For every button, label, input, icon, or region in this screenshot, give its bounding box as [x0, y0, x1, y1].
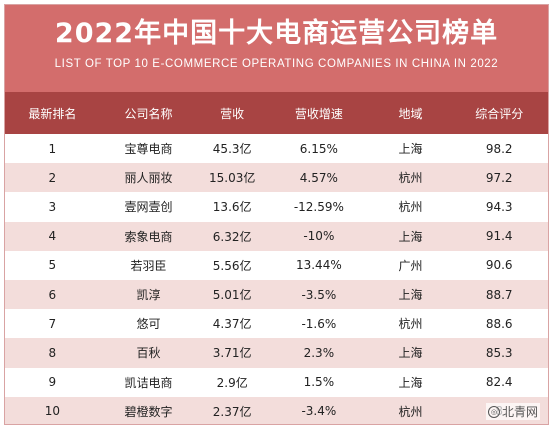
- table-row: 5 若羽臣 5.56亿 13.44% 广州 90.6: [5, 250, 548, 280]
- cell-score: 94.3: [485, 199, 513, 214]
- cell-revenue: 5.01亿: [212, 288, 252, 303]
- cell-region: 杭州: [398, 171, 423, 186]
- cell-region: 杭州: [398, 200, 423, 215]
- cell-rank: 8: [48, 345, 57, 360]
- cell-revenue: 6.32亿: [212, 229, 252, 244]
- search-icon: ◎: [487, 405, 500, 418]
- cell-rank: 5: [48, 258, 57, 273]
- watermark-text: 北青网: [501, 405, 538, 419]
- cell-rank: 10: [44, 404, 60, 419]
- cell-region: 上海: [398, 229, 423, 244]
- column-header-rank: 最新排名: [28, 106, 77, 121]
- cell-growth: 13.44%: [295, 258, 342, 273]
- cell-region: 广州: [398, 258, 423, 273]
- table-header: 最新排名 公司名称 营收 营收增速 地域 综合评分: [5, 92, 548, 134]
- table-row: 9 凯诘电商 2.9亿 1.5% 上海 82.4: [5, 367, 548, 397]
- column-header-company: 公司名称: [124, 106, 173, 121]
- cell-growth: -12.59%: [293, 199, 344, 214]
- cell-company: 若羽臣: [130, 258, 167, 273]
- table-row: 2 丽人丽妆 15.03亿 4.57% 杭州 97.2: [5, 163, 548, 193]
- ranking-card: 2022年中国十大电商运营公司榜单 LIST OF TOP 10 E-COMME…: [4, 4, 549, 425]
- cell-growth: 2.3%: [303, 345, 335, 360]
- cell-revenue: 4.37亿: [212, 317, 252, 332]
- cell-growth: -1.6%: [301, 316, 337, 331]
- cell-growth: 1.5%: [303, 375, 335, 390]
- cell-score: 91.4: [485, 229, 513, 244]
- cell-revenue: 5.56亿: [212, 258, 252, 273]
- cell-score: 85.3: [485, 345, 513, 360]
- cell-company: 索象电商: [124, 229, 173, 244]
- column-header-region: 地域: [398, 106, 423, 121]
- table-row: 1 宝尊电商 45.3亿 6.15% 上海 98.2: [5, 134, 548, 164]
- cell-region: 上海: [398, 142, 423, 157]
- cell-region: 上海: [398, 375, 423, 390]
- column-header-growth: 营收增速: [294, 106, 343, 121]
- cell-company: 宝尊电商: [124, 142, 173, 157]
- header-banner: 2022年中国十大电商运营公司榜单 LIST OF TOP 10 E-COMME…: [5, 5, 548, 92]
- cell-rank: 1: [48, 141, 57, 156]
- table-body: 1 宝尊电商 45.3亿 6.15% 上海 98.2 2 丽人丽妆 15.03亿 4.57% 杭州 9…: [5, 134, 548, 424]
- cell-growth: 4.57%: [299, 170, 338, 185]
- cell-company: 碧橙数字: [124, 404, 173, 419]
- page-title: 2022年中国十大电商运营公司榜单: [54, 18, 499, 49]
- cell-company: 丽人丽妆: [124, 171, 173, 186]
- cell-score: 88.7: [485, 287, 513, 302]
- cell-region: 杭州: [398, 317, 423, 332]
- cell-rank: 6: [48, 287, 57, 302]
- cell-score: 82.4: [485, 375, 513, 390]
- cell-revenue: 15.03亿: [208, 171, 256, 186]
- table-row: 6 凯淳 5.01亿 -3.5% 上海 88.7: [5, 279, 548, 310]
- cell-company: 壹网壹创: [124, 200, 173, 215]
- watermark: ◎ 北青网: [485, 403, 540, 420]
- cell-score: 90.6: [485, 258, 513, 273]
- cell-rank: 7: [48, 316, 57, 331]
- table-row: 3 壹网壹创 13.6亿 -12.59% 杭州 94.3: [5, 192, 548, 222]
- cell-revenue: 2.9亿: [216, 375, 248, 390]
- cell-rank: 4: [48, 229, 57, 244]
- cell-region: 上海: [398, 288, 423, 303]
- cell-rank: 9: [48, 375, 57, 390]
- cell-revenue: 45.3亿: [212, 142, 252, 157]
- cell-region: 杭州: [398, 404, 423, 419]
- table-row: 7 悠可 4.37亿 -1.6% 杭州 88.6: [5, 309, 548, 339]
- cell-score: 97.2: [485, 170, 513, 185]
- cell-revenue: 3.71亿: [212, 346, 252, 361]
- cell-growth: 6.15%: [299, 141, 338, 156]
- cell-revenue: 13.6亿: [212, 200, 252, 215]
- cell-growth: -3.5%: [301, 287, 337, 302]
- cell-rank: 2: [48, 170, 57, 185]
- column-header-score: 综合评分: [475, 106, 524, 121]
- cell-rank: 3: [48, 199, 57, 214]
- cell-score: 98.2: [485, 141, 513, 156]
- cell-region: 上海: [398, 346, 423, 361]
- cell-score: 88.6: [485, 316, 513, 331]
- cell-growth: -10%: [303, 229, 335, 244]
- table-row: 8 百秋 3.71亿 2.3% 上海 85.3: [5, 338, 548, 368]
- page-subtitle: LIST OF TOP 10 E-COMMERCE OPERATING COMP…: [54, 58, 499, 70]
- cell-revenue: 2.37亿: [212, 404, 252, 419]
- cell-company: 凯淳: [136, 288, 161, 303]
- cell-company: 悠可: [136, 317, 161, 332]
- column-header-revenue: 营收: [220, 106, 245, 121]
- cell-growth: -3.4%: [301, 404, 337, 419]
- table-row: 4 索象电商 6.32亿 -10% 上海 91.4: [5, 221, 548, 251]
- cell-company: 百秋: [136, 346, 161, 361]
- cell-company: 凯诘电商: [124, 375, 173, 390]
